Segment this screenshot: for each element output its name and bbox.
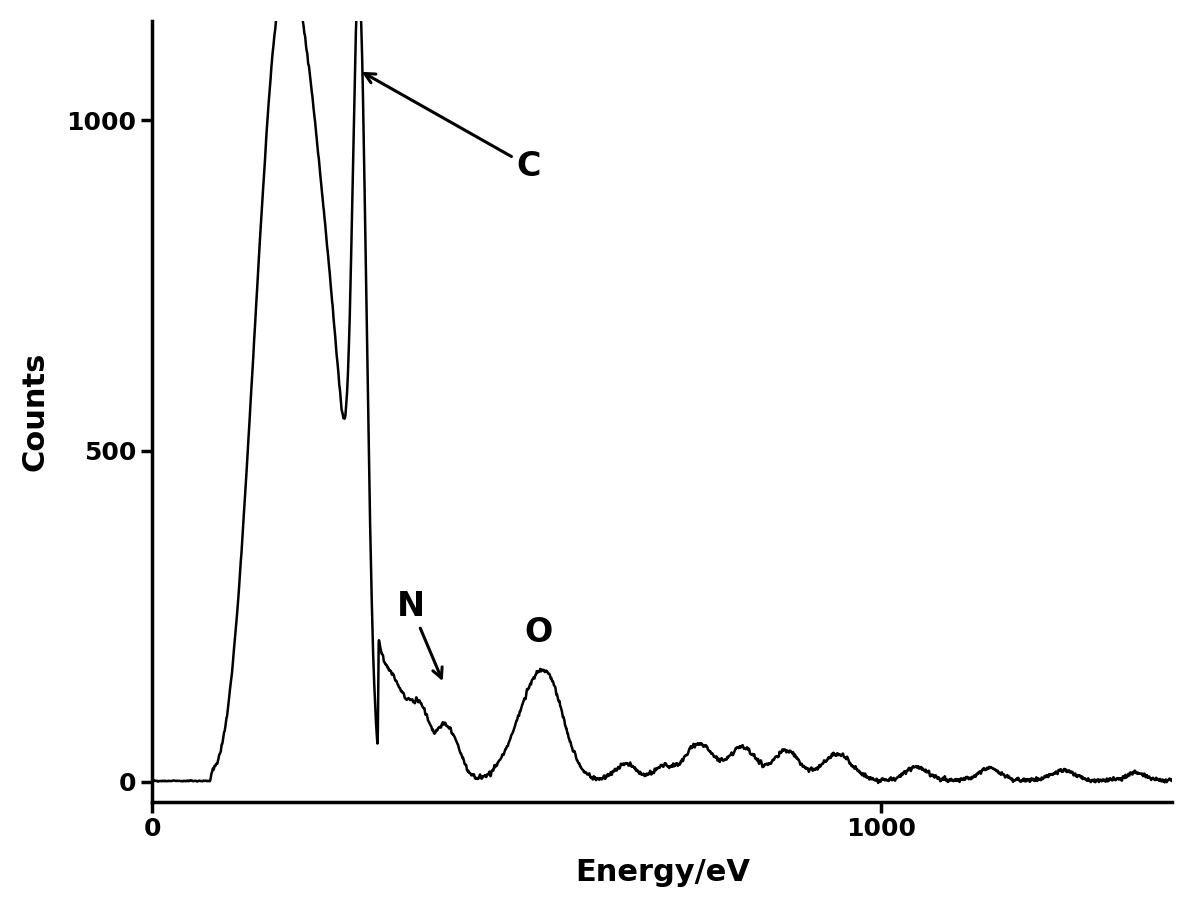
X-axis label: Energy/eV: Energy/eV xyxy=(575,858,750,887)
Text: O: O xyxy=(525,617,552,649)
Text: N: N xyxy=(397,590,443,678)
Text: C: C xyxy=(365,74,542,183)
Y-axis label: Counts: Counts xyxy=(20,351,50,471)
